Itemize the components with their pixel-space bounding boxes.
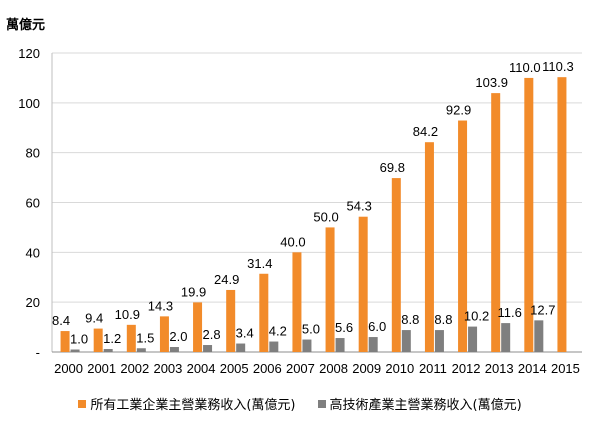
- data-label: 2.8: [203, 327, 221, 342]
- bar-high-tech: [468, 326, 478, 352]
- x-tick-label: 2013: [485, 361, 514, 376]
- data-label: 4.2: [269, 324, 287, 339]
- data-label: 92.9: [446, 103, 471, 118]
- data-label: 1.2: [103, 331, 121, 346]
- bar-all-industry: [524, 77, 534, 353]
- bar-all-industry: [193, 302, 203, 352]
- bar-high-tech: [434, 330, 444, 352]
- data-label: 10.9: [115, 307, 140, 322]
- x-tick-label: 2004: [187, 361, 216, 376]
- bar-all-industry: [126, 324, 136, 352]
- x-tick-label: 2005: [220, 361, 249, 376]
- data-label: 10.2: [464, 309, 489, 324]
- data-label: 103.9: [475, 75, 508, 90]
- bar-high-tech: [70, 349, 80, 352]
- x-tick-label: 2009: [352, 361, 381, 376]
- x-tick-label: 2015: [551, 361, 580, 376]
- bar-all-industry: [159, 316, 169, 352]
- data-label: 1.0: [70, 332, 88, 347]
- bar-high-tech: [236, 343, 246, 352]
- data-label: 54.3: [347, 199, 372, 214]
- bar-high-tech: [534, 320, 544, 352]
- x-tick-label: 2003: [153, 361, 182, 376]
- data-label: 40.0: [280, 234, 305, 249]
- legend-swatch-gray: [317, 399, 326, 408]
- data-label: 3.4: [236, 326, 254, 341]
- bar-all-industry: [93, 328, 103, 352]
- bar-chart: - 20 40 60 80 100 120 8.41.0 2000 9.41.2 2001 10.9 1…: [18, 46, 582, 376]
- bar-all-industry: [391, 178, 401, 352]
- legend-item-all-industry: 所有工業企業主營業務收入(萬億元): [78, 394, 296, 413]
- data-label: 12.7: [530, 302, 555, 317]
- data-label: 6.0: [368, 319, 386, 334]
- x-tick-label: 2000: [54, 361, 83, 376]
- y-tick-label: 60: [26, 196, 40, 211]
- data-label: 5.0: [302, 322, 320, 337]
- bar-all-industry: [358, 216, 368, 352]
- bar-high-tech: [269, 341, 279, 352]
- data-label: 69.8: [380, 160, 405, 175]
- bar-all-industry: [458, 120, 468, 352]
- legend-label-all-industry: 所有工業企業主營業務收入(萬億元): [90, 398, 296, 413]
- bar-all-industry: [325, 227, 335, 352]
- data-label: 19.9: [181, 284, 206, 299]
- data-label: 2.0: [169, 329, 187, 344]
- data-label: 1.5: [136, 330, 154, 345]
- y-tick-label: 120: [18, 46, 40, 61]
- data-label: 8.4: [52, 313, 70, 328]
- legend-item-high-tech: 高技術產業主營業務收入(萬億元): [317, 394, 522, 413]
- legend-label-high-tech: 高技術產業主營業務收入(萬億元): [329, 398, 522, 413]
- y-tick-label: 20: [26, 295, 40, 310]
- bar-all-industry: [60, 331, 70, 352]
- y-tick-label: 80: [26, 146, 40, 161]
- data-label: 110.3: [542, 59, 574, 74]
- bar-all-industry: [226, 289, 236, 352]
- x-tick-label: 2011: [419, 361, 447, 376]
- bar-high-tech: [501, 323, 511, 352]
- data-label: 8.8: [434, 312, 452, 327]
- bar-all-industry: [424, 142, 434, 352]
- bar-high-tech: [136, 348, 146, 352]
- data-label: 8.8: [401, 312, 419, 327]
- chart-legend: 所有工業企業主營業務收入(萬億元) 高技術產業主營業務收入(萬億元): [0, 394, 600, 413]
- x-tick-label: 2012: [452, 361, 481, 376]
- bar-all-industry: [259, 273, 269, 352]
- data-label: 50.0: [313, 209, 338, 224]
- x-tick-label: 2010: [385, 361, 414, 376]
- data-label: 110.0: [509, 60, 541, 75]
- data-label: 24.9: [214, 272, 239, 287]
- y-tick-label: -: [36, 345, 40, 360]
- bar-high-tech: [401, 330, 411, 352]
- data-label: 14.3: [148, 298, 173, 313]
- x-tick-label: 2006: [253, 361, 282, 376]
- x-tick-label: 2007: [286, 361, 315, 376]
- legend-swatch-orange: [78, 399, 87, 408]
- bar-all-industry: [491, 93, 501, 352]
- bar-high-tech: [203, 345, 213, 352]
- bar-all-industry: [557, 77, 567, 353]
- bar-high-tech: [169, 347, 179, 352]
- y-axis-unit-label: 萬億元: [6, 18, 46, 33]
- bar-all-industry: [292, 252, 302, 352]
- data-label: 11.6: [498, 305, 522, 320]
- x-tick-label: 2014: [518, 361, 547, 376]
- x-tick-label: 2002: [120, 361, 149, 376]
- x-tick-label: 2001: [87, 361, 116, 376]
- data-label: 31.4: [247, 256, 272, 271]
- bar-high-tech: [335, 338, 345, 352]
- y-tick-label: 40: [26, 245, 40, 260]
- data-label: 9.4: [85, 311, 103, 326]
- bar-high-tech: [368, 337, 378, 352]
- bar-high-tech: [103, 349, 113, 352]
- x-tick-label: 2008: [319, 361, 348, 376]
- bar-high-tech: [302, 339, 312, 352]
- data-label: 84.2: [413, 124, 438, 139]
- y-tick-label: 100: [18, 96, 40, 111]
- data-label: 5.6: [335, 320, 353, 335]
